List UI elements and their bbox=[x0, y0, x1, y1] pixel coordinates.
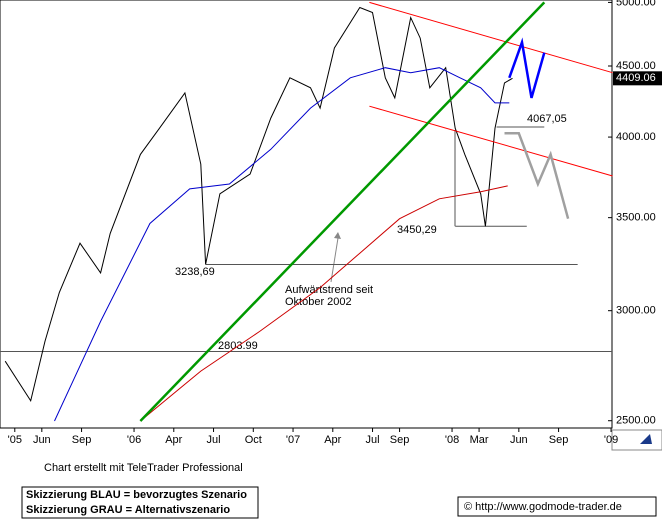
x-tick-label: Mar bbox=[470, 434, 489, 446]
annotation: Aufwärtstrend seit bbox=[285, 284, 373, 296]
plot-frame bbox=[0, 0, 613, 429]
x-tick-label: '09 bbox=[604, 434, 618, 446]
x-tick-label: Sep bbox=[390, 434, 410, 446]
x-tick-label: '08 bbox=[445, 434, 459, 446]
x-tick-label: Apr bbox=[165, 434, 182, 446]
credit: Chart erstellt mit TeleTrader Profession… bbox=[44, 462, 243, 474]
level-label: 3238,69 bbox=[175, 266, 215, 278]
legend-box bbox=[21, 486, 259, 519]
series-line bbox=[140, 185, 508, 422]
annotation-arrowhead bbox=[334, 232, 341, 239]
y-tick-label: 4000.00 bbox=[616, 131, 656, 143]
series-line bbox=[4, 6, 513, 403]
x-tick-label: Jul bbox=[366, 434, 380, 446]
x-tick-label: '07 bbox=[286, 434, 300, 446]
series-line bbox=[504, 132, 570, 220]
level-label: 3450,29 bbox=[397, 224, 437, 236]
series-line bbox=[54, 67, 510, 422]
y-tick-label: 5000.00 bbox=[616, 0, 656, 8]
copyright: © http://www.godmode-trader.de bbox=[464, 501, 622, 513]
annotation: Oktober 2002 bbox=[285, 296, 352, 308]
series-line bbox=[369, 1, 613, 74]
series-line bbox=[139, 1, 546, 422]
last-value: 4409.06 bbox=[616, 72, 656, 84]
series-line bbox=[508, 37, 546, 99]
last-value-box bbox=[613, 71, 662, 86]
x-tick-label: Jul bbox=[207, 434, 221, 446]
x-tick-label: Sep bbox=[549, 434, 569, 446]
x-tick-label: Apr bbox=[324, 434, 341, 446]
copyright-box bbox=[457, 496, 657, 517]
y-tick-label: 4500.00 bbox=[616, 60, 656, 72]
legend-line: Skizzierung BLAU = bevorzugtes Szenario bbox=[26, 489, 247, 501]
y-tick-label: 3000.00 bbox=[616, 305, 656, 317]
level-label: 4067,05 bbox=[527, 113, 567, 125]
corner-box bbox=[611, 429, 662, 451]
x-tick-label: Jun bbox=[33, 434, 51, 446]
annotation-arrow bbox=[330, 237, 339, 283]
series-line bbox=[369, 105, 613, 177]
x-tick-label: '06 bbox=[127, 434, 141, 446]
y-tick-label: 3500.00 bbox=[616, 212, 656, 224]
y-tick-label: 2500.00 bbox=[616, 415, 656, 427]
legend-line: Skizzierung GRAU = Alternativszenario bbox=[26, 504, 230, 516]
logo-icon bbox=[640, 434, 652, 444]
x-tick-label: Oct bbox=[245, 434, 262, 446]
x-tick-label: '05 bbox=[8, 434, 22, 446]
x-tick-label: Sep bbox=[72, 434, 92, 446]
x-tick-label: Jun bbox=[510, 434, 528, 446]
